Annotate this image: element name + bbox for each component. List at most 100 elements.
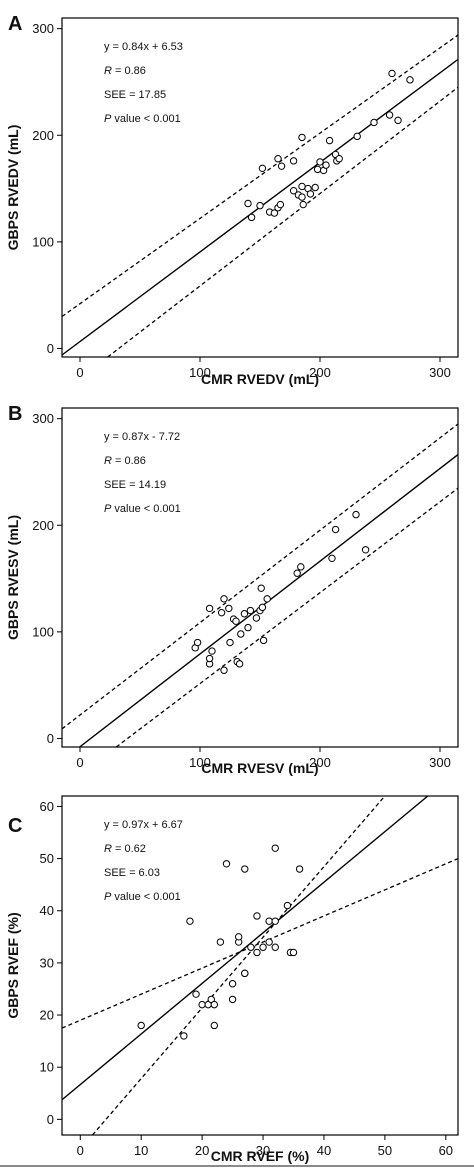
data-point	[263, 595, 271, 603]
data-point	[217, 608, 226, 617]
x-tick-label: 300	[429, 755, 451, 770]
y-tick-label: 0	[47, 341, 54, 356]
panel-letter: A	[8, 13, 22, 35]
y-tick-label: 0	[47, 1112, 54, 1127]
data-point	[313, 165, 322, 174]
data-point	[276, 200, 285, 209]
data-point	[271, 917, 279, 925]
x-tick-label: 10	[134, 1143, 148, 1158]
annotation-0: y = 0.87x - 7.72	[104, 431, 180, 443]
x-tick-label: 200	[309, 365, 331, 380]
data-point	[247, 213, 256, 222]
data-point	[353, 132, 361, 141]
data-point	[232, 617, 240, 625]
x-tick-label: 200	[309, 755, 331, 770]
y-tick-label: 50	[40, 851, 54, 866]
annotation-rest: = 0.86	[112, 455, 146, 467]
data-point	[220, 666, 228, 674]
annotation-1: R = 0.62	[104, 843, 146, 855]
x-tick-label: 0	[76, 365, 83, 380]
data-point	[235, 660, 244, 668]
plot-frame	[61, 17, 459, 358]
y-axis-title: GBPS RVEF (%)	[5, 912, 21, 1018]
data-point	[271, 943, 279, 951]
annotation-symbol: P	[104, 503, 112, 515]
data-point	[316, 158, 324, 166]
data-point	[193, 638, 202, 647]
y-tick-label: 100	[32, 234, 54, 249]
data-point	[241, 969, 249, 978]
data-point	[208, 647, 216, 655]
data-point	[406, 76, 414, 84]
data-point	[225, 604, 233, 613]
annotation-rest: value < 0.001	[111, 891, 180, 903]
data-point	[226, 638, 234, 647]
data-point	[289, 186, 298, 195]
confidence-band-upper	[62, 34, 458, 318]
data-point	[241, 865, 249, 873]
data-point	[293, 569, 301, 577]
x-tick-label: 100	[189, 365, 211, 380]
confidence-band-lower	[107, 86, 458, 357]
data-point	[205, 654, 214, 663]
data-point	[311, 183, 319, 192]
data-point	[246, 606, 255, 615]
data-point	[210, 1021, 219, 1030]
x-tick-label: 30	[256, 1143, 270, 1158]
data-point	[222, 860, 231, 868]
data-point	[385, 111, 394, 119]
confidence-band-lower	[115, 487, 458, 747]
y-tick-label: 10	[40, 1060, 54, 1075]
data-point	[270, 209, 279, 217]
data-point	[220, 595, 228, 603]
annotation-rest: = 0.86	[112, 65, 146, 77]
annotation-3: P value < 0.001	[104, 503, 181, 515]
data-point	[297, 563, 305, 571]
data-point	[352, 510, 360, 519]
annotation-2: SEE = 6.03	[104, 867, 160, 879]
data-point	[247, 943, 255, 951]
x-tick-label: 40	[317, 1143, 331, 1158]
annotation-symbol: P	[104, 891, 112, 903]
plot-area	[62, 423, 458, 747]
data-point	[259, 636, 268, 645]
annotation-rest: value < 0.001	[111, 503, 180, 515]
x-tick-label: 100	[189, 755, 211, 770]
confidence-band-upper	[62, 423, 458, 730]
data-point	[306, 190, 315, 198]
data-point	[198, 1000, 206, 1009]
data-point	[210, 1000, 219, 1009]
annotation-symbol: R	[104, 65, 112, 77]
data-point	[322, 161, 330, 169]
data-point	[361, 546, 370, 554]
data-point	[244, 623, 252, 632]
x-tick-label: 300	[429, 365, 451, 380]
data-point	[253, 948, 261, 957]
y-tick-label: 300	[32, 21, 54, 36]
plot-frame	[61, 795, 459, 1136]
data-point	[298, 133, 306, 142]
annotation-2: SEE = 14.19	[104, 479, 166, 491]
data-point	[298, 182, 306, 191]
confidence-band-upper	[62, 857, 458, 1029]
x-tick-label: 20	[195, 1143, 209, 1158]
y-tick-label: 30	[40, 955, 54, 970]
annotation-1: R = 0.86	[104, 65, 146, 77]
data-point	[289, 948, 298, 957]
y-tick-label: 0	[47, 731, 54, 746]
data-point	[370, 118, 378, 127]
data-point	[137, 1021, 145, 1030]
data-point	[295, 865, 304, 873]
data-point	[283, 901, 292, 910]
data-point	[186, 917, 194, 925]
data-point	[388, 69, 396, 78]
plot-area	[62, 796, 458, 1135]
y-tick-label: 40	[40, 903, 54, 918]
data-point	[258, 603, 267, 612]
data-point	[256, 201, 264, 210]
data-point	[265, 938, 273, 946]
data-point	[234, 933, 243, 941]
data-point	[228, 980, 237, 988]
plot-area	[62, 34, 458, 357]
